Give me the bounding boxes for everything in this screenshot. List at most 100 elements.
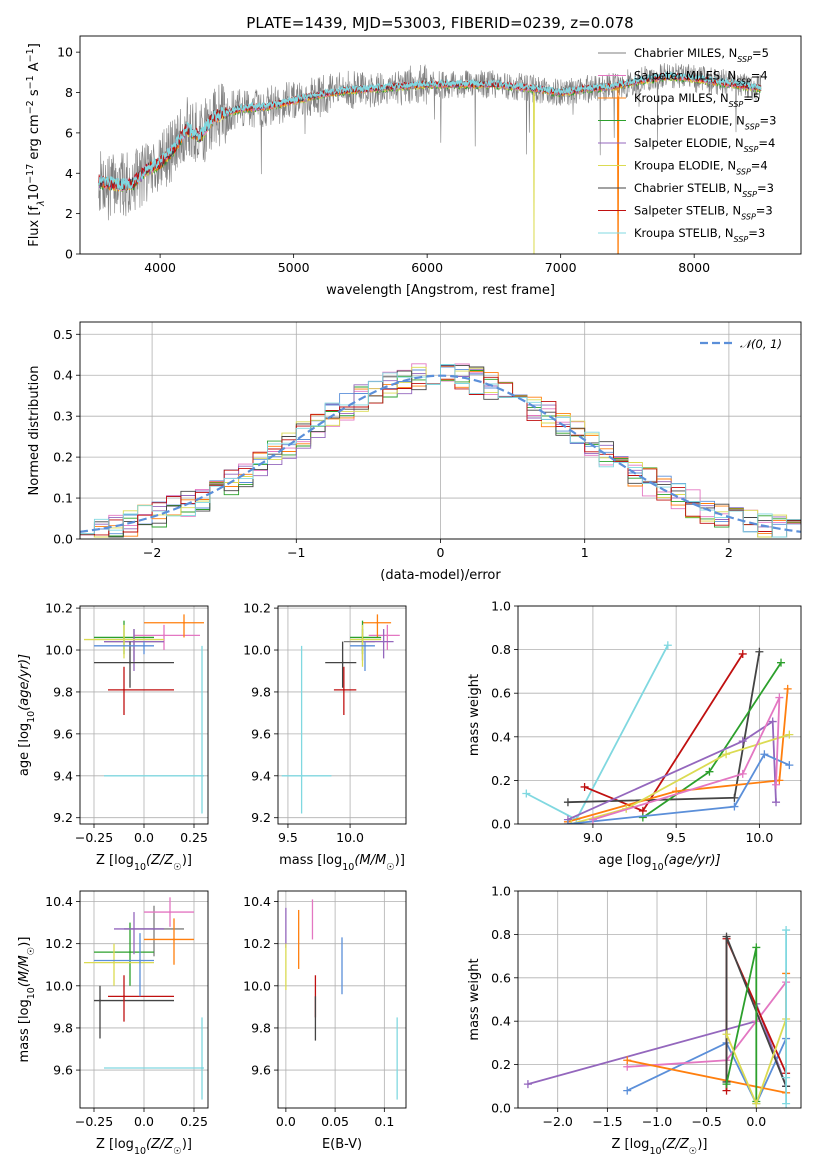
y-tick-label: 10.4	[243, 894, 271, 909]
legend-entry: Salpeter MILES, NSSP=4	[634, 69, 768, 87]
x-tick-label: 4000	[144, 260, 176, 275]
y-tick-label: 10.0	[243, 643, 271, 658]
x-tick-label: 9.5	[278, 830, 298, 845]
residual-histogram-step	[80, 364, 801, 538]
y-tick-label: 0.2	[491, 1057, 511, 1072]
x-tick-label: 5000	[278, 260, 310, 275]
plus-marker	[783, 684, 792, 693]
x-tick-label: 10.0	[336, 830, 364, 845]
plus-marker	[563, 798, 572, 807]
plot-area	[84, 614, 204, 814]
data-point	[169, 911, 171, 914]
y-tick-label: 9.6	[53, 1063, 73, 1078]
y-tick-label: 0.6	[491, 686, 511, 701]
x-tick-label: −0.25	[75, 830, 113, 845]
y-tick-label: 9.8	[251, 1020, 271, 1035]
data-point	[300, 774, 303, 777]
y-tick-label: 9.4	[53, 768, 73, 783]
grid	[278, 891, 406, 1108]
mass-vs-extinction-panel: 0.0 0.05 0.1 9.6 9.8 10.0 10.2 10.4 E(B-V)	[243, 890, 407, 1152]
x-tick-label: 10.0	[745, 830, 773, 845]
mass-weight-vs-metallicity-panel: −2.0 −1.5 −1.0 −0.5 0.0 0.0 0.2 0.4 0.6 0.8 1.0 Z […	[467, 884, 802, 1157]
plus-marker	[663, 641, 672, 650]
y-tick-label: 9.2	[53, 810, 73, 825]
x-tick-label: 0.0	[134, 830, 154, 845]
mass-weight-series-line	[525, 644, 669, 821]
plot-area	[522, 641, 794, 824]
plus-marker	[752, 943, 761, 952]
y-tick-label: 10.4	[45, 894, 73, 909]
data-point	[382, 640, 385, 643]
data-point	[201, 774, 203, 777]
x-tick-label: 0.05	[321, 1114, 349, 1129]
y-tick-label: 0.0	[491, 817, 511, 832]
y-tick-label: 2	[65, 206, 73, 221]
x-axis-label: (data-model)/error	[380, 568, 501, 583]
spectrum-legend: Chabrier MILES, NSSP=5 Salpeter MILES, NS…	[598, 46, 776, 244]
axes-frame	[79, 321, 802, 540]
plus-marker	[522, 789, 531, 798]
model-spectrum-line	[98, 70, 762, 190]
plus-marker	[782, 1099, 791, 1108]
x-tick-label: −2	[143, 545, 161, 560]
x-tick-label: 0.0	[134, 1114, 154, 1129]
age-vs-mass-panel: 9.5 10.0 9.2 9.4 9.6 9.8 10.0 10.2 mass [log10(M…	[243, 601, 407, 873]
data-point	[342, 688, 345, 691]
y-tick-label: 1.0	[491, 599, 511, 614]
x-tick-label: 6000	[411, 260, 443, 275]
mass-weight-series-line	[567, 719, 777, 821]
y-tick-label: 9.4	[251, 768, 271, 783]
x-tick-label: 8000	[678, 260, 710, 275]
y-axis-label: Normed distribution	[27, 366, 42, 496]
y-tick-label: 9.6	[251, 726, 271, 741]
y-tick-label: 0.5	[53, 327, 73, 342]
plot-area	[285, 899, 398, 1100]
x-tick-label: 0.25	[180, 1114, 208, 1129]
data-point	[183, 621, 185, 624]
grid	[80, 606, 208, 824]
grid	[278, 606, 406, 824]
y-tick-label: 0.4	[491, 1014, 511, 1029]
y-tick-label: 1.0	[491, 884, 511, 899]
plot-area	[281, 614, 400, 814]
data-point	[123, 995, 125, 998]
plus-marker	[772, 780, 781, 789]
data-point	[201, 1066, 203, 1069]
x-tick-label: −2.0	[543, 1114, 573, 1129]
ticks: −2 −1 0 1 2 0.0 0.1 0.2 0.3 0.4 0.5	[53, 327, 733, 560]
plus-marker	[738, 769, 747, 778]
legend-entry: Kroupa MILES, NSSP=5	[634, 91, 760, 109]
grid	[80, 891, 208, 1108]
plus-marker	[623, 1056, 632, 1065]
y-tick-label: 0.0	[491, 1101, 511, 1116]
plot-area	[523, 926, 791, 1108]
x-tick-label: 1	[581, 545, 589, 560]
y-tick-label: 0	[65, 247, 73, 262]
data-point	[341, 661, 344, 664]
x-tick-label: 9.5	[666, 830, 686, 845]
data-point	[123, 638, 125, 641]
plus-marker	[623, 1086, 632, 1095]
mass-weight-series-line	[571, 733, 790, 824]
data-point	[376, 621, 379, 624]
x-axis-label: mass [log10(M/M☉)]	[279, 853, 405, 873]
x-tick-label: −1.5	[592, 1114, 622, 1129]
mass-weight-series-line	[626, 1038, 787, 1106]
x-tick-label: 7000	[545, 260, 577, 275]
data-point	[123, 688, 125, 691]
spectrum-panel: 4000 5000 6000 7000 8000 0 2 4 6 8 10 Chabrier MILE…	[25, 35, 802, 298]
plus-marker	[785, 730, 794, 739]
x-tick-label: 0.0	[746, 1114, 766, 1129]
plus-marker	[567, 820, 576, 824]
y-tick-label: 9.8	[53, 684, 73, 699]
y-tick-label: 0.4	[491, 729, 511, 744]
plus-marker	[768, 717, 777, 726]
legend-entry: Salpeter STELIB, NSSP=3	[634, 204, 773, 222]
legend-entry: Salpeter ELODIE, NSSP=4	[634, 136, 775, 154]
legend-entry: Chabrier ELODIE, NSSP=3	[634, 114, 776, 132]
data-point	[173, 938, 175, 941]
data-point	[386, 634, 389, 637]
plus-marker	[775, 693, 784, 702]
legend-entry: Kroupa ELODIE, NSSP=4	[634, 159, 768, 177]
data-point	[139, 959, 141, 962]
